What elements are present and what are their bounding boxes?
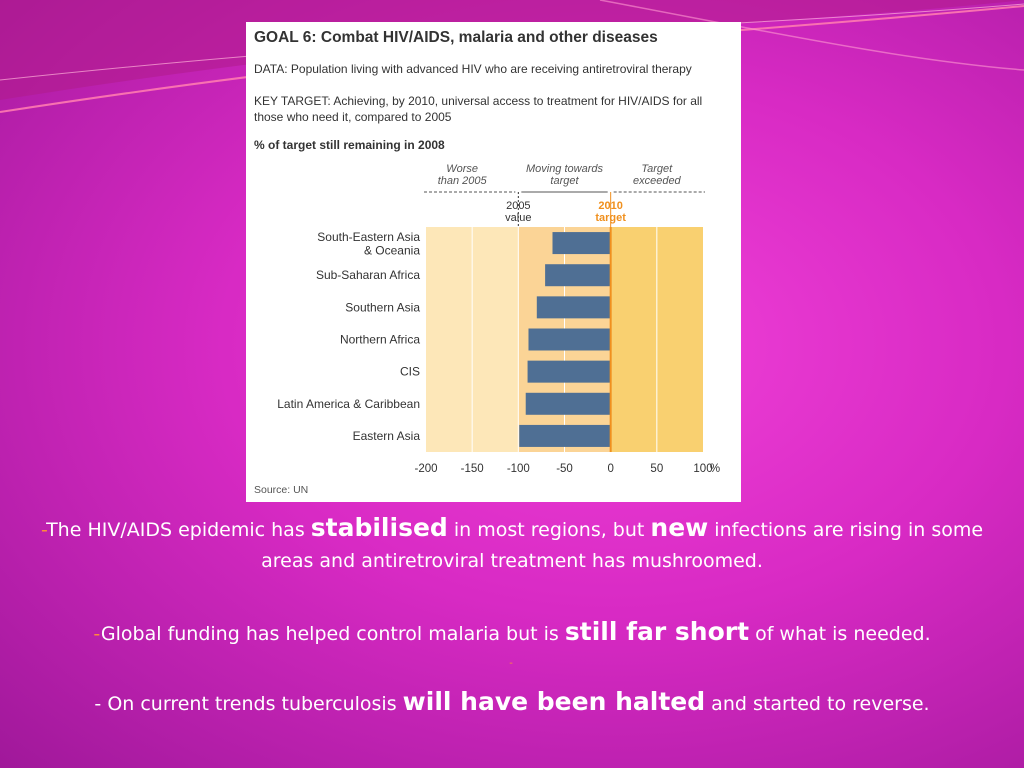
x-tick-label: -150 [461,463,484,475]
stray-dash: - [509,658,513,669]
x-tick-label: -200 [414,463,437,475]
bullet-text: in most regions, but [447,519,651,541]
bullet-dash: - [93,623,101,645]
bar [552,232,611,255]
category-label: Southern Asia [345,300,420,314]
chart-title: GOAL 6: Combat HIV/AIDS, malaria and oth… [254,29,658,46]
x-tick-label: -50 [556,463,573,475]
chart-source: Source: UN [254,484,309,496]
x-tick-label: 100 [693,463,712,475]
bullet-emphasis: stabilised [310,513,448,542]
category-label: Northern Africa [340,333,420,347]
bar [545,264,611,287]
bullet-text: and started to reverse. [705,693,930,715]
category-label: Sub-Saharan Africa [316,268,420,282]
zone-label: Worse than 2005 [438,163,488,187]
bullet-hiv: -The HIV/AIDS epidemic has stabilised in… [20,512,1004,577]
bar [525,392,611,415]
chart-card: GOAL 6: Combat HIV/AIDS, malaria and oth… [246,22,741,502]
bullet-malaria: -Global funding has helped control malar… [0,616,1024,650]
bar-chart: Worse than 2005 Moving towards target Target… [277,163,720,475]
bullet-text: Global funding has helped control malari… [100,623,565,645]
bullet-emphasis: new [650,513,709,542]
data-description: DATA: Population living with advanced HI… [254,62,692,76]
bullet-text: - On current trends tuberculosis [94,693,403,715]
bullet-emphasis: still far short [564,617,750,646]
category-label: Eastern Asia [353,429,421,443]
bar [527,360,611,383]
bar [536,296,611,319]
bullet-emphasis: will have been halted [402,687,706,716]
bullet-text: of what is needed. [749,623,931,645]
x-tick-label: 0 [607,463,613,475]
bar [519,424,611,447]
x-tick-label: 50 [650,463,663,475]
category-label: Latin America & Caribbean [277,397,420,411]
bullet-text: infections are rising in some areas and … [261,519,984,572]
bar [528,328,611,351]
key-target-description: KEY TARGET: Achieving, by 2010, universa… [254,94,703,124]
zone-label: Moving towards target [526,163,604,187]
x-tick-label: -100 [507,463,530,475]
bullet-dash: - [40,519,47,541]
category-label: South-Eastern Asia & Oceania [317,230,420,257]
category-label: CIS [400,365,420,379]
zone-label: Target exceeded [633,163,682,187]
bullet-text: The HIV/AIDS epidemic has [46,519,311,541]
x-unit-label: % [710,463,720,475]
chart-subtitle: % of target still remaining in 2008 [254,138,445,152]
bullet-tuberculosis: - On current trends tuberculosis will ha… [0,686,1024,720]
